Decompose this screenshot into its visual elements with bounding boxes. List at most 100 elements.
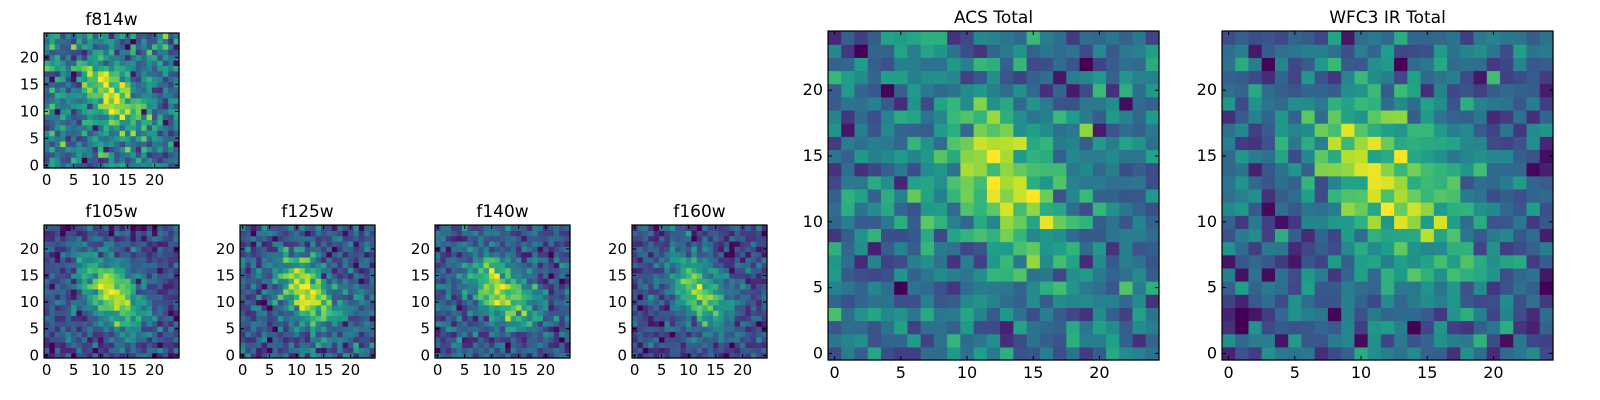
heatmap-cell bbox=[1539, 294, 1554, 308]
heatmap-cell bbox=[537, 235, 544, 242]
heatmap-cell bbox=[947, 228, 961, 243]
heatmap-cell bbox=[1053, 96, 1067, 111]
heatmap-cell bbox=[315, 262, 322, 269]
heatmap-cell bbox=[141, 60, 148, 66]
heatmap-cell bbox=[1092, 44, 1107, 58]
heatmap-cell bbox=[272, 310, 279, 317]
heatmap-cell bbox=[98, 267, 104, 274]
heatmap-cell bbox=[157, 246, 164, 253]
heatmap-cell bbox=[130, 60, 137, 66]
heatmap-cell bbox=[973, 31, 988, 45]
heatmap-cell bbox=[841, 228, 856, 243]
heatmap-cell bbox=[98, 38, 104, 45]
heatmap-cell bbox=[553, 352, 560, 359]
heatmap-cell bbox=[559, 240, 566, 247]
heatmap-cell bbox=[553, 246, 560, 253]
heatmap-cell bbox=[71, 38, 77, 45]
heatmap-cell bbox=[1026, 149, 1041, 164]
heatmap-cell bbox=[960, 241, 975, 256]
heatmap-cell bbox=[723, 283, 730, 290]
heatmap-cell bbox=[98, 283, 104, 290]
heatmap-cell bbox=[553, 288, 560, 295]
heatmap-cell bbox=[867, 70, 882, 85]
heatmap-cell bbox=[1248, 241, 1263, 256]
heatmap-cell bbox=[108, 43, 115, 50]
heatmap-cell bbox=[564, 347, 571, 354]
heatmap-cell bbox=[168, 320, 175, 327]
heatmap-cell bbox=[173, 256, 180, 263]
heatmap-cell bbox=[125, 54, 131, 61]
heatmap-cell bbox=[1407, 70, 1422, 85]
heatmap-cell bbox=[1420, 202, 1435, 216]
heatmap-cell bbox=[168, 326, 175, 332]
x-tick-label: 10 bbox=[1351, 363, 1371, 382]
heatmap-cell bbox=[1447, 346, 1461, 361]
heatmap-cell bbox=[1222, 109, 1236, 124]
heatmap-cell bbox=[60, 326, 67, 332]
heatmap-cell bbox=[543, 288, 549, 295]
heatmap-cell bbox=[54, 320, 61, 327]
heatmap-cell bbox=[1053, 57, 1067, 72]
heatmap-cell bbox=[867, 175, 882, 190]
heatmap-cell bbox=[108, 230, 115, 237]
heatmap-cell bbox=[1354, 202, 1369, 216]
heatmap-cell bbox=[920, 215, 935, 229]
heatmap-cell bbox=[81, 103, 88, 110]
heatmap-cell bbox=[745, 294, 752, 301]
heatmap-cell bbox=[526, 288, 533, 295]
heatmap-cell bbox=[1526, 31, 1541, 45]
heatmap-cell bbox=[1261, 202, 1276, 216]
heatmap-cell bbox=[321, 331, 327, 338]
heatmap-cell bbox=[680, 278, 687, 285]
heatmap-cell bbox=[828, 294, 842, 308]
heatmap-cell bbox=[98, 65, 104, 72]
heatmap-cell bbox=[304, 342, 311, 348]
heatmap-cell bbox=[1132, 162, 1147, 177]
heatmap-cell bbox=[54, 43, 61, 50]
heatmap-cell bbox=[103, 114, 110, 120]
heatmap-cell bbox=[1132, 57, 1147, 72]
heatmap-cell bbox=[1274, 254, 1289, 269]
heatmap-cell bbox=[680, 315, 687, 322]
heatmap-cell bbox=[1341, 228, 1355, 243]
heatmap-cell bbox=[986, 83, 1001, 98]
heatmap-cell bbox=[125, 87, 131, 93]
heatmap-cell bbox=[146, 114, 153, 120]
heatmap-cell bbox=[642, 320, 649, 327]
heatmap-cell bbox=[440, 283, 447, 290]
heatmap-cell bbox=[315, 283, 322, 290]
heatmap-cell bbox=[680, 235, 687, 242]
heatmap-cell bbox=[283, 304, 290, 311]
heatmap-cell bbox=[44, 87, 50, 93]
heatmap-cell bbox=[1341, 44, 1355, 58]
heatmap-cell bbox=[358, 272, 365, 279]
heatmap-cell bbox=[256, 278, 263, 285]
heatmap-cell bbox=[146, 141, 153, 147]
heatmap-cell bbox=[81, 326, 88, 332]
heatmap-cell bbox=[92, 320, 99, 327]
heatmap-cell bbox=[108, 352, 115, 359]
heatmap-cell bbox=[1092, 188, 1107, 203]
heatmap-cell bbox=[87, 124, 94, 131]
x-tick-label: 0 bbox=[42, 361, 52, 379]
heatmap-cell bbox=[103, 251, 110, 258]
heatmap-cell bbox=[696, 283, 703, 290]
heatmap-cell bbox=[1235, 44, 1250, 58]
heatmap-cell bbox=[108, 130, 115, 137]
heatmap-cell bbox=[920, 149, 935, 164]
heatmap-cell bbox=[54, 76, 61, 83]
heatmap-cell bbox=[653, 235, 660, 242]
heatmap-cell bbox=[483, 230, 490, 237]
heatmap-cell bbox=[157, 225, 164, 231]
heatmap-cell bbox=[1145, 241, 1160, 256]
heatmap-cell bbox=[326, 256, 333, 263]
heatmap-cell bbox=[947, 281, 961, 295]
heatmap-cell bbox=[750, 304, 757, 311]
heatmap-cell bbox=[1314, 241, 1329, 256]
heatmap-cell bbox=[119, 33, 126, 39]
heatmap-cell bbox=[637, 320, 644, 327]
heatmap-cell bbox=[135, 331, 142, 338]
heatmap-cell bbox=[653, 225, 660, 231]
heatmap-cell bbox=[168, 70, 175, 77]
